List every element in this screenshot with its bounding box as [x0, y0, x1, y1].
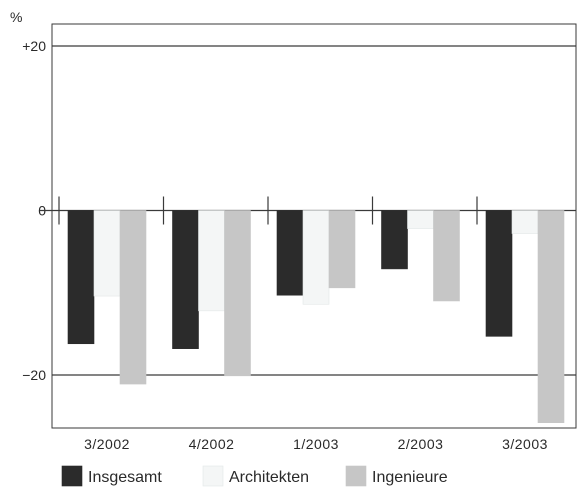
bar-insgesamt	[381, 210, 408, 270]
plot-frame	[51, 23, 577, 429]
legend-swatch-ingenieure	[345, 465, 367, 487]
legend-swatch-insgesamt	[61, 465, 83, 487]
bar-architekten	[302, 210, 330, 305]
y-tick-label: +20	[22, 38, 46, 54]
bar-insgesamt	[172, 210, 199, 349]
bar-ingenieure	[537, 210, 565, 424]
bar-ingenieure	[328, 210, 356, 289]
bar-architekten	[198, 210, 225, 312]
legend-label-ingenieure: Ingenieure	[372, 469, 448, 486]
x-category-label: 3/2003	[502, 436, 548, 452]
legend-swatch-architekten	[202, 465, 224, 487]
bar-architekten	[407, 210, 434, 229]
bar-ingenieure	[433, 210, 460, 302]
bar-architekten	[93, 210, 121, 297]
bar-insgesamt	[67, 210, 95, 345]
y-tick-label: −20	[22, 367, 46, 383]
legend-label-architekten: Architekten	[229, 469, 309, 486]
y-axis-unit-label: %	[10, 9, 22, 25]
bar-ingenieure	[224, 210, 251, 377]
bar-ingenieure	[119, 210, 147, 385]
bar-insgesamt	[276, 210, 304, 296]
x-category-label: 1/2003	[293, 436, 339, 452]
legend-label-insgesamt: Insgesamt	[88, 469, 162, 486]
x-category-label: 3/2002	[84, 436, 130, 452]
x-category-label: 4/2002	[189, 436, 235, 452]
x-category-label: 2/2003	[398, 436, 444, 452]
bar-insgesamt	[485, 210, 513, 337]
bar-architekten	[511, 210, 539, 234]
